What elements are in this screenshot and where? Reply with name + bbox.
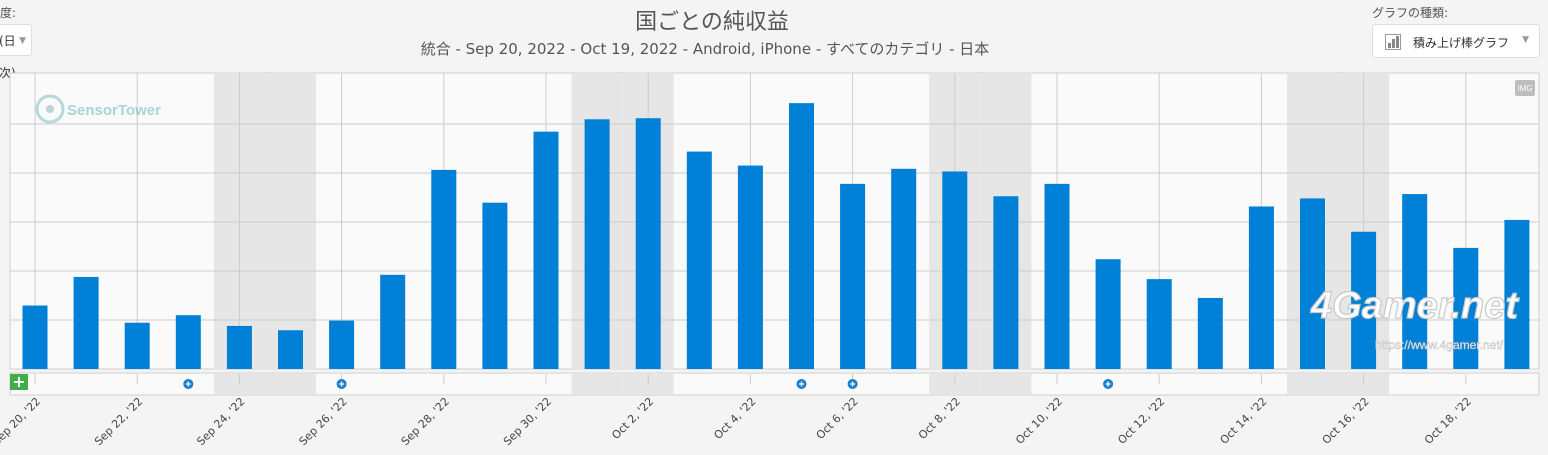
bar-oct-3 <box>686 151 712 369</box>
x-tick-label: Oct 2, '22 <box>609 395 656 442</box>
bars <box>22 103 1530 370</box>
add-event-button-bg[interactable] <box>10 374 28 390</box>
bar-sep-28 <box>431 169 457 369</box>
plus-icon[interactable]: + <box>12 372 25 391</box>
bar-sep-22 <box>124 322 150 369</box>
bar-sep-25 <box>278 330 303 369</box>
sensortower-logo-dot <box>46 105 54 113</box>
granularity-label: 度: <box>0 6 17 20</box>
4gamer-url-watermark: https://www.4gamer.net/ <box>1375 338 1504 352</box>
x-tick-label: Sep 26, '22 <box>297 395 350 448</box>
x-tick-label: Sep 28, '22 <box>399 395 452 448</box>
x-axis-ticks: Sep 20, '22 Sep 22, '22 Sep 24, '22 Sep 26,… <box>0 395 1474 448</box>
x-tick-label: Oct 18, '22 <box>1422 395 1474 447</box>
chevron-down-icon: ▼ <box>19 36 26 46</box>
weekend-shade-strip <box>571 374 623 394</box>
bar-oct-8 <box>942 171 968 369</box>
granularity-dropdown[interactable]: (日次) ▼ <box>0 24 32 80</box>
bar-oct-13 <box>1197 297 1223 369</box>
bar-oct-4 <box>737 165 763 369</box>
bar-sep-23 <box>175 315 201 369</box>
bar-sep-30 <box>533 131 559 369</box>
bar-oct-11 <box>1095 259 1121 369</box>
x-tick-label: Oct 12, '22 <box>1115 395 1167 447</box>
event-marker-icon[interactable] <box>336 379 347 389</box>
bar-oct-18 <box>1453 247 1479 369</box>
sensortower-watermark: SensorTower <box>35 94 161 124</box>
bar-sep-27 <box>380 274 406 369</box>
event-markers[interactable] <box>183 379 1114 389</box>
bar-oct-9 <box>993 196 1019 369</box>
x-tick-label: Sep 30, '22 <box>501 395 554 448</box>
img-button-label[interactable]: IMG <box>1517 84 1532 93</box>
bar-oct-19 <box>1504 219 1530 369</box>
bar-sep-29 <box>482 202 508 369</box>
weekend-shade-strip <box>264 374 317 394</box>
bar-chart-icon <box>1385 34 1401 50</box>
bar-sep-20 <box>22 305 48 369</box>
weekend-shade <box>264 73 317 369</box>
weekend-shade-strip <box>980 374 1032 394</box>
x-tick-label: Oct 16, '22 <box>1320 395 1372 447</box>
sensortower-text: SensorTower <box>67 102 161 119</box>
chart-title: 国ごとの純収益 <box>635 10 789 35</box>
bar-oct-14 <box>1248 206 1274 369</box>
sensortower-logo-icon <box>35 94 65 124</box>
x-tick-label: Oct 6, '22 <box>814 395 861 442</box>
x-tick-label: Sep 22, '22 <box>92 395 145 448</box>
x-tick-label: Sep 24, '22 <box>194 395 247 448</box>
add-event-button[interactable]: + <box>10 372 28 391</box>
event-marker-icon[interactable] <box>1103 379 1114 389</box>
bar-oct-7 <box>891 168 917 369</box>
bar-oct-17 <box>1402 194 1428 369</box>
bar-oct-5 <box>789 103 814 369</box>
weekend-shade-strip <box>1286 374 1339 394</box>
x-tick-label: Sep 20, '22 <box>0 395 43 448</box>
chevron-down-icon: ▼ <box>1522 35 1529 45</box>
chart-type-label: グラフの種類: <box>1372 6 1449 20</box>
4gamer-watermark: 4Gamer.net <box>1310 285 1519 327</box>
bar-oct-16 <box>1351 231 1377 369</box>
event-marker-icon[interactable] <box>796 379 807 389</box>
event-marker-icon[interactable] <box>183 379 194 389</box>
img-export-button[interactable]: IMG <box>1515 80 1535 96</box>
x-tick-label: Oct 8, '22 <box>916 395 963 442</box>
x-tick-label: Oct 10, '22 <box>1013 395 1065 447</box>
bar-oct-2 <box>635 118 661 369</box>
bar-oct-15 <box>1300 198 1325 369</box>
chart-subtitle: 統合 - Sep 20, 2022 - Oct 19, 2022 - Andro… <box>420 40 990 58</box>
event-marker-icon[interactable] <box>847 379 858 389</box>
img-button-bg[interactable] <box>1515 80 1535 96</box>
bar-oct-1 <box>584 119 610 370</box>
x-tick-label: Oct 14, '22 <box>1218 395 1270 447</box>
bar-sep-26 <box>329 320 355 369</box>
bar-oct-12 <box>1146 279 1172 369</box>
bar-sep-24 <box>226 325 252 369</box>
chart-type-value: 積み上げ棒グラフ <box>1413 36 1510 50</box>
bar-oct-10 <box>1044 183 1070 369</box>
chart-type-dropdown[interactable]: 積み上げ棒グラフ ▼ <box>1372 24 1540 58</box>
x-tick-label: Oct 4, '22 <box>711 395 758 442</box>
bar-oct-6 <box>840 183 866 369</box>
bar-sep-21 <box>73 276 99 369</box>
event-strip-content <box>34 374 1467 394</box>
